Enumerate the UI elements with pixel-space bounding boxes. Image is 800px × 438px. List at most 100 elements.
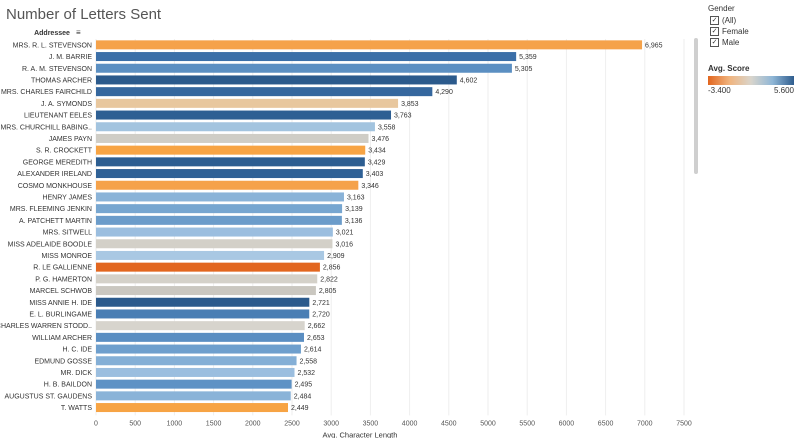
bar xyxy=(96,145,366,155)
category-label: MISS MONROE xyxy=(41,253,92,260)
category-label: J. A. SYMONDS xyxy=(41,101,92,108)
bar xyxy=(96,204,343,214)
category-label: R. LE GALLIENNE xyxy=(33,265,92,272)
checkbox-icon[interactable]: ✓ xyxy=(710,16,719,25)
x-tick-label: 1000 xyxy=(167,420,183,427)
bar xyxy=(96,297,310,307)
data-label: 3,136 xyxy=(345,218,363,225)
gender-filter-title: Gender xyxy=(708,4,735,13)
gender-option-male[interactable]: ✓ Male xyxy=(710,37,798,48)
chart-title: Number of Letters Sent xyxy=(6,6,162,23)
x-tick-label: 3500 xyxy=(363,420,379,427)
data-label: 2,484 xyxy=(294,393,312,400)
bar xyxy=(96,169,363,179)
bar xyxy=(96,87,433,97)
data-label: 2,856 xyxy=(323,265,341,272)
checkbox-icon[interactable]: ✓ xyxy=(710,38,719,47)
bar xyxy=(96,391,291,401)
category-label: MRS. CHURCHILL BABING.. xyxy=(0,124,92,131)
bar xyxy=(96,332,304,342)
bar xyxy=(96,75,457,85)
category-label: COSMO MONKHOUSE xyxy=(18,183,93,190)
bar xyxy=(96,321,305,331)
bar xyxy=(96,192,344,202)
category-label: J. M. BARRIE xyxy=(49,54,93,61)
bar xyxy=(96,309,310,319)
data-label: 5,359 xyxy=(519,54,537,61)
bar xyxy=(96,227,333,237)
bar xyxy=(96,344,301,354)
category-label: T. WATTS xyxy=(61,405,92,412)
category-label: E. L. BURLINGAME xyxy=(29,311,92,318)
x-tick-label: 2000 xyxy=(245,420,261,427)
data-label: 6,965 xyxy=(645,42,663,49)
bar xyxy=(96,239,333,249)
category-label: MRS. CHARLES FAIRCHILD xyxy=(1,89,92,96)
x-tick-label: 1500 xyxy=(206,420,222,427)
bar xyxy=(96,274,318,284)
data-label: 2,662 xyxy=(308,323,326,330)
x-tick-label: 0 xyxy=(94,420,98,427)
bar xyxy=(96,98,399,108)
scrollbar[interactable] xyxy=(694,38,698,174)
sort-icon[interactable]: ≡ xyxy=(76,28,81,37)
gender-option-all[interactable]: ✓ (All) xyxy=(710,15,798,26)
data-label: 3,853 xyxy=(401,101,419,108)
x-tick-label: 6000 xyxy=(559,420,575,427)
bar xyxy=(96,215,342,225)
gender-option-label: Male xyxy=(722,38,740,47)
data-label: 3,346 xyxy=(361,183,379,190)
score-min-label: -3.400 xyxy=(708,86,731,95)
data-label: 3,763 xyxy=(394,113,412,120)
category-label: LIEUTENANT EELES xyxy=(24,113,92,120)
y-axis-label: Addressee xyxy=(34,30,70,37)
category-label: CHARLES WARREN STODD.. xyxy=(0,323,92,330)
score-legend-title: Avg. Score xyxy=(708,64,750,73)
category-label: MRS. SITWELL xyxy=(43,230,93,237)
bar xyxy=(96,40,643,50)
data-label: 2,653 xyxy=(307,335,325,342)
legend-panel: Gender ✓ (All) ✓ Female ✓ Male Avg. Scor… xyxy=(708,4,798,95)
bar xyxy=(96,286,316,296)
category-label: JAMES PAYN xyxy=(49,136,92,143)
gender-option-female[interactable]: ✓ Female xyxy=(710,26,798,37)
data-label: 3,476 xyxy=(372,136,390,143)
category-label: MISS ANNIE H. IDE xyxy=(29,300,92,307)
category-label: R. A. M. STEVENSON xyxy=(22,66,92,73)
category-label: EDMUND GOSSE xyxy=(34,358,92,365)
category-label: HENRY JAMES xyxy=(42,194,92,201)
bar xyxy=(96,122,375,132)
data-label: 2,805 xyxy=(319,288,337,295)
data-label: 2,721 xyxy=(312,300,330,307)
category-label: MRS. R. L. STEVENSON xyxy=(13,42,92,49)
bar xyxy=(96,356,297,366)
bar xyxy=(96,367,295,377)
data-label: 2,720 xyxy=(312,311,330,318)
x-tick-label: 4000 xyxy=(402,420,418,427)
category-label: P. G. HAMERTON xyxy=(35,276,92,283)
bar xyxy=(96,52,517,62)
x-tick-label: 2500 xyxy=(284,420,300,427)
data-label: 3,021 xyxy=(336,230,354,237)
category-label: S. R. CROCKETT xyxy=(36,148,93,155)
score-max-label: 5.600 xyxy=(773,86,794,95)
category-label: MRS. FLEEMING JENKIN xyxy=(10,206,92,213)
category-label: MR. DICK xyxy=(61,370,93,377)
data-label: 3,139 xyxy=(345,206,363,213)
category-label: H. B. BAILDON xyxy=(44,382,92,389)
gender-option-label: Female xyxy=(722,27,749,36)
checkbox-icon[interactable]: ✓ xyxy=(710,27,719,36)
data-label: 2,558 xyxy=(300,358,318,365)
category-label: WILLIAM ARCHER xyxy=(32,335,92,342)
data-label: 3,163 xyxy=(347,194,365,201)
bar xyxy=(96,63,512,73)
x-axis-label: Avg. Character Length xyxy=(323,430,398,438)
data-label: 2,449 xyxy=(291,405,309,412)
category-label: ALEXANDER IRELAND xyxy=(17,171,92,178)
bar xyxy=(96,262,320,272)
data-label: 3,429 xyxy=(368,159,386,166)
category-label: H. C. IDE xyxy=(62,347,92,354)
bar xyxy=(96,379,292,389)
x-tick-label: 5000 xyxy=(480,420,496,427)
category-label: THOMAS ARCHER xyxy=(31,77,92,84)
